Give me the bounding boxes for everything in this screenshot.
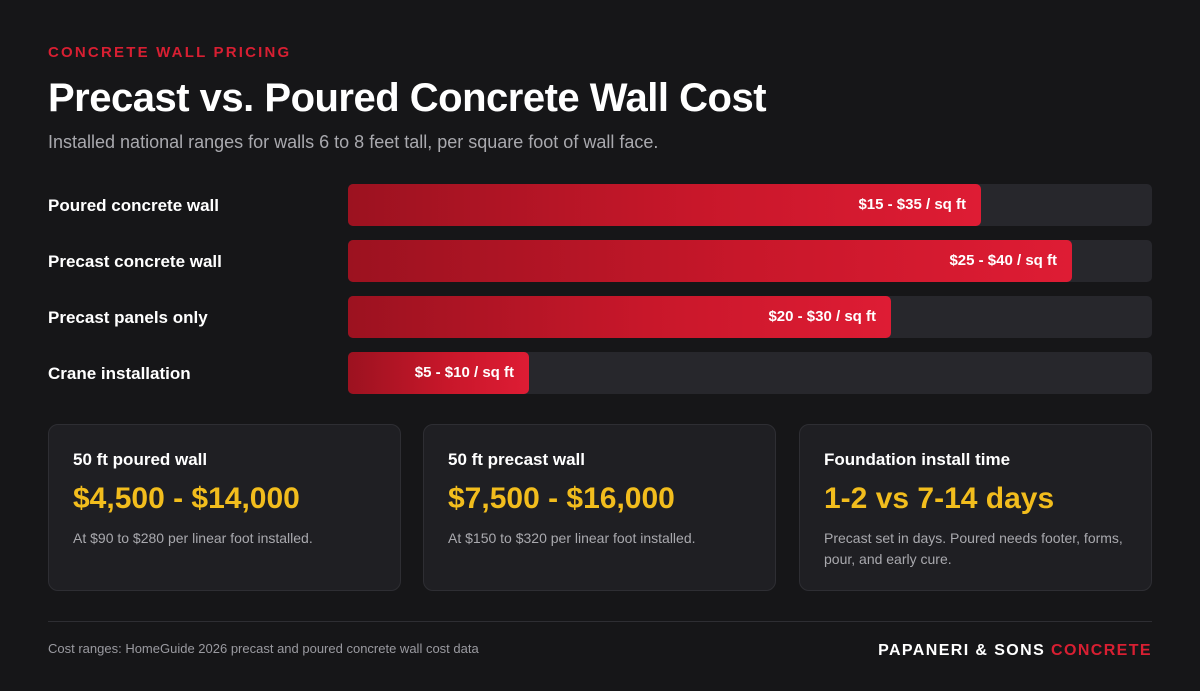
summary-cards: 50 ft poured wall $4,500 - $14,000 At $9… bbox=[48, 424, 1152, 591]
page-title: Precast vs. Poured Concrete Wall Cost bbox=[48, 76, 767, 120]
cost-range-bar: $15 - $35 / sq ft bbox=[348, 184, 981, 226]
bar-track: $5 - $10 / sq ft bbox=[348, 352, 1152, 394]
card-title: Foundation install time bbox=[824, 450, 1011, 469]
bar-value-label: $15 - $35 / sq ft bbox=[858, 196, 966, 213]
card-title: 50 ft precast wall bbox=[448, 450, 586, 469]
card-precast-wall: 50 ft precast wall $7,500 - $16,000 At $… bbox=[423, 424, 776, 591]
category-label: Poured concrete wall bbox=[48, 196, 219, 215]
brand-accent: CONCRETE bbox=[1051, 642, 1152, 659]
cost-range-bar: $5 - $10 / sq ft bbox=[348, 352, 529, 394]
cost-bar-chart: Poured concrete wall $15 - $35 / sq ft Pre… bbox=[48, 184, 1152, 408]
bar-track: $20 - $30 / sq ft bbox=[348, 296, 1152, 338]
category-label: Precast panels only bbox=[48, 308, 208, 327]
category-label: Precast concrete wall bbox=[48, 252, 222, 271]
chart-row: Poured concrete wall $15 - $35 / sq ft bbox=[48, 184, 1152, 226]
bar-track: $25 - $40 / sq ft bbox=[348, 240, 1152, 282]
eyebrow-label: CONCRETE WALL PRICING bbox=[48, 44, 292, 61]
footer-divider bbox=[48, 621, 1152, 622]
card-note: At $90 to $280 per linear foot installed… bbox=[73, 530, 313, 546]
cost-range-bar: $20 - $30 / sq ft bbox=[348, 296, 891, 338]
brand-logo: PAPANERI & SONS CONCRETE bbox=[878, 642, 1152, 660]
card-title: 50 ft poured wall bbox=[73, 450, 208, 469]
card-poured-wall: 50 ft poured wall $4,500 - $14,000 At $9… bbox=[48, 424, 401, 591]
card-note: Precast set in days. Poured needs footer… bbox=[824, 530, 1123, 567]
bar-track: $15 - $35 / sq ft bbox=[348, 184, 1152, 226]
page-subtitle: Installed national ranges for walls 6 to… bbox=[48, 132, 659, 152]
brand-name: PAPANERI & SONS bbox=[878, 642, 1046, 659]
card-install-time: Foundation install time 1-2 vs 7-14 days… bbox=[799, 424, 1152, 591]
source-note: Cost ranges: HomeGuide 2026 precast and … bbox=[48, 641, 479, 656]
bar-value-label: $5 - $10 / sq ft bbox=[414, 364, 514, 381]
chart-row: Precast concrete wall $25 - $40 / sq ft bbox=[48, 240, 1152, 282]
chart-row: Precast panels only $20 - $30 / sq ft bbox=[48, 296, 1152, 338]
card-note: At $150 to $320 per linear foot installe… bbox=[448, 530, 696, 546]
card-value: $7,500 - $16,000 bbox=[448, 482, 675, 515]
card-value: $4,500 - $14,000 bbox=[73, 482, 300, 515]
chart-row: Crane installation $5 - $10 / sq ft bbox=[48, 352, 1152, 394]
bar-value-label: $25 - $40 / sq ft bbox=[949, 252, 1057, 269]
category-label: Crane installation bbox=[48, 364, 191, 383]
bar-value-label: $20 - $30 / sq ft bbox=[768, 308, 876, 325]
card-value: 1-2 vs 7-14 days bbox=[824, 482, 1055, 515]
cost-range-bar: $25 - $40 / sq ft bbox=[348, 240, 1072, 282]
